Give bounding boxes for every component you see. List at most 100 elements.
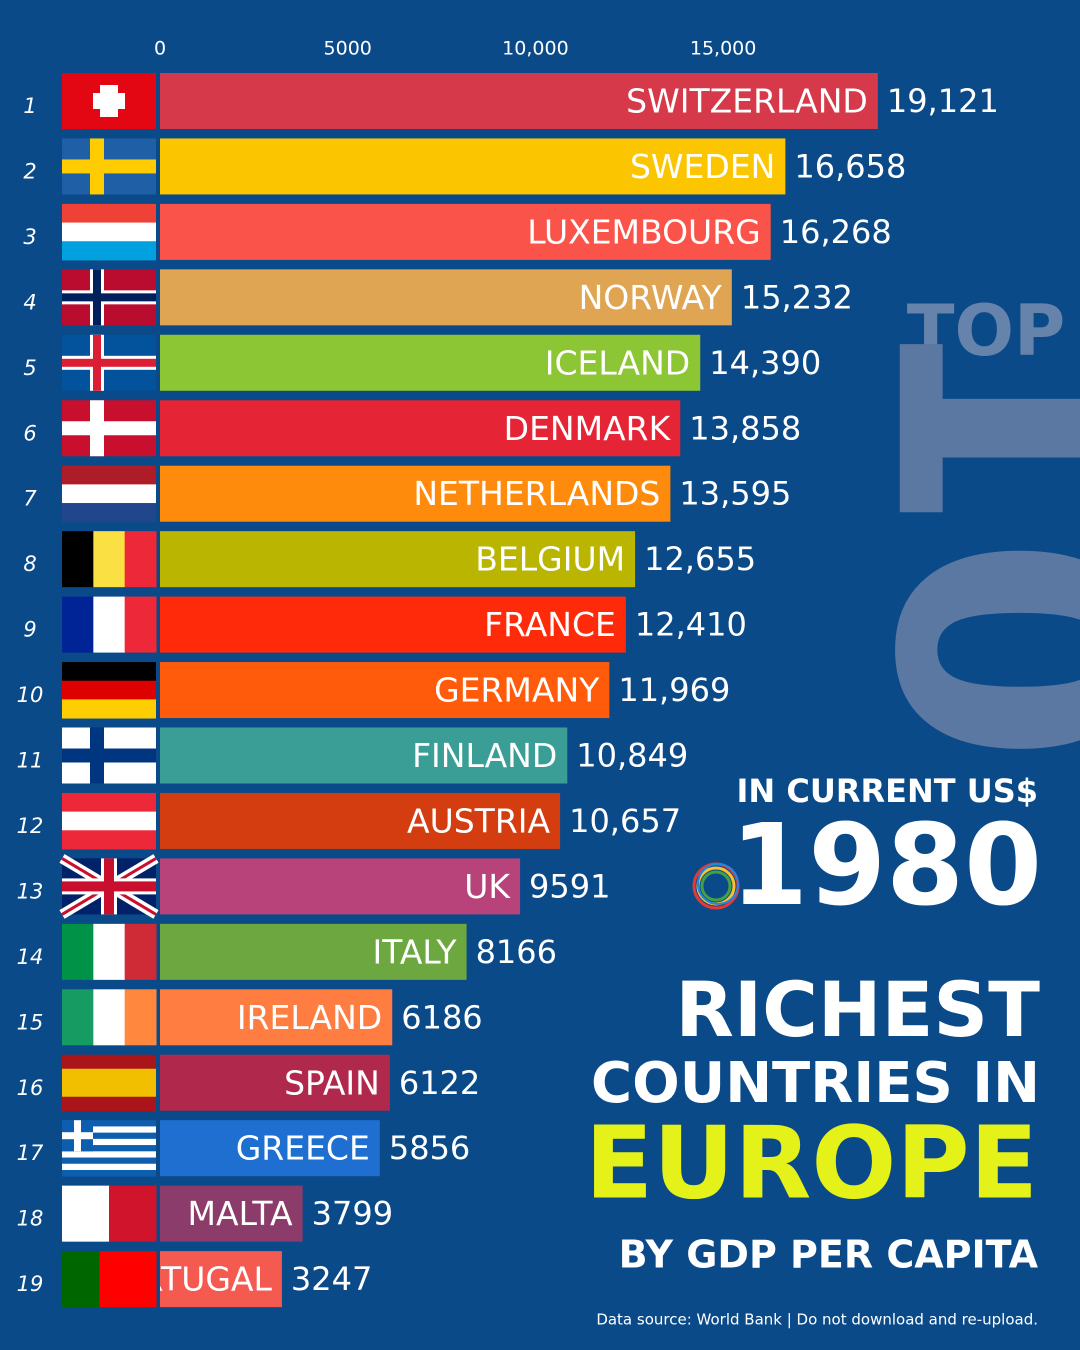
flag-part [62, 792, 156, 813]
flag-part [62, 748, 156, 763]
flag-part [62, 503, 156, 523]
flag-part [62, 484, 156, 504]
rank-label: 16 [17, 1076, 44, 1100]
x-tick-label: 15,000 [690, 38, 756, 60]
x-tick-label: 0 [154, 38, 166, 60]
value-label: 6186 [401, 998, 482, 1036]
flag-part [62, 881, 156, 892]
value-label: 10,849 [576, 737, 688, 775]
badge-top: TOP [907, 290, 1066, 372]
flag [62, 138, 156, 195]
value-label: 16,268 [780, 213, 892, 251]
flag-part [62, 421, 156, 436]
value-label: 10,657 [569, 802, 681, 840]
bar-label: DENMARK [504, 409, 672, 448]
bar [160, 1251, 282, 1308]
rank-label: 9 [23, 618, 36, 642]
bar [160, 73, 878, 129]
flag-part [62, 1185, 110, 1242]
flag-part [62, 1132, 93, 1140]
title-line: BY GDP PER CAPITA [619, 1233, 1039, 1277]
bar [160, 923, 467, 980]
flag-part [109, 1185, 157, 1242]
value-label: 8166 [476, 933, 557, 971]
flag-part [62, 1054, 156, 1070]
rank-label: 1 [23, 94, 36, 118]
flag [62, 334, 156, 391]
flag [62, 1185, 157, 1242]
value-label: 19,121 [887, 82, 999, 120]
flag-part [93, 596, 126, 653]
bar [160, 138, 786, 195]
flag [59, 854, 159, 919]
source: Data source: World Bank | Do not downloa… [596, 1311, 1038, 1329]
rank-label: 8 [23, 552, 36, 576]
flag-part [62, 203, 156, 224]
value-label: 13,595 [679, 475, 791, 513]
bar-label: FRANCE [484, 605, 616, 644]
flag-part [62, 1169, 156, 1177]
flag-part [62, 1120, 156, 1127]
bar [160, 269, 732, 326]
flag [62, 662, 156, 719]
flag-part [124, 596, 157, 653]
bar [160, 465, 671, 522]
title-highlight: EUROPE [585, 1104, 1038, 1221]
flag [62, 596, 157, 653]
bar-label: SPAIN [284, 1063, 380, 1102]
logo [692, 862, 740, 910]
value-label: 14,390 [709, 344, 821, 382]
title-line: COUNTRIES IN [591, 1051, 1040, 1116]
rank-label: 19 [17, 1272, 44, 1296]
rank-label: 6 [23, 421, 36, 445]
value-label: 12,655 [644, 540, 756, 578]
flag-part [62, 1251, 82, 1308]
bar [160, 203, 771, 260]
bar [160, 1120, 380, 1177]
bar-label: IRELAND [237, 998, 382, 1037]
bar [160, 596, 626, 653]
flag-part [62, 811, 156, 831]
flag-part [118, 1251, 138, 1308]
flag [62, 73, 156, 129]
rank-label: 11 [17, 749, 44, 773]
value-label: 3799 [312, 1195, 393, 1233]
flag-part [62, 1068, 156, 1084]
rank-label: 15 [17, 1010, 44, 1034]
value-label: 11,969 [618, 671, 730, 709]
year: 1980 [730, 801, 1042, 931]
flag [62, 269, 156, 326]
bar [160, 727, 568, 784]
rank-label: 13 [17, 879, 44, 903]
flag-part [93, 93, 125, 109]
flag-part [124, 531, 157, 588]
flag-part [62, 680, 156, 700]
flag-part [62, 465, 156, 485]
rank-label: 17 [17, 1141, 44, 1165]
bar-label: AUSTRIA [407, 801, 550, 840]
flag-part [62, 1132, 156, 1140]
flag-part [62, 1138, 156, 1146]
bar-label: GREECE [236, 1129, 370, 1168]
bar [160, 858, 521, 915]
flag-part [137, 1251, 157, 1308]
flag [62, 989, 157, 1046]
flag-part [62, 1082, 156, 1098]
flag-part [62, 699, 156, 719]
flag-part [99, 1251, 119, 1308]
bar-label: SWITZERLAND [626, 82, 868, 121]
bar-label: BELGIUM [475, 540, 625, 579]
flag-part [93, 923, 126, 980]
bar [160, 662, 610, 719]
flag-part [62, 1126, 156, 1133]
flag [62, 923, 157, 980]
bar-label: FINLAND [412, 736, 557, 775]
bar [160, 1054, 390, 1111]
value-label: 16,658 [794, 147, 906, 185]
bar-label: NORWAY [579, 278, 723, 317]
bar-label: NETHERLANDS [413, 474, 660, 513]
flag-part [124, 989, 157, 1046]
flag [62, 792, 156, 850]
bar [160, 989, 393, 1046]
